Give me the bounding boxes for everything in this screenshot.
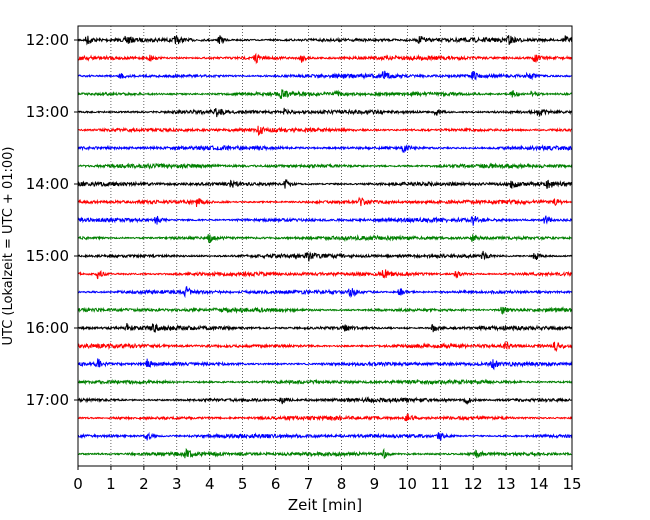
seismogram-trace bbox=[77, 233, 573, 244]
seismogram-trace bbox=[77, 250, 573, 262]
x-tick-label: 13 bbox=[497, 475, 516, 493]
seismogram-trace bbox=[77, 215, 573, 226]
seismogram-trace bbox=[77, 378, 573, 386]
x-tick-label: 3 bbox=[172, 475, 182, 493]
seismogram-trace bbox=[77, 396, 573, 406]
seismogram-trace bbox=[77, 196, 573, 207]
y-tick-label: 12:00 bbox=[26, 31, 69, 49]
seismogram-trace bbox=[77, 447, 573, 459]
x-tick-label: 10 bbox=[398, 475, 417, 493]
y-tick-label: 13:00 bbox=[26, 103, 69, 121]
x-tick-label: 12 bbox=[464, 475, 483, 493]
seismogram-trace bbox=[77, 70, 573, 81]
seismogram-trace bbox=[77, 162, 573, 170]
grid-lines bbox=[110, 26, 540, 466]
x-tick-label: 7 bbox=[304, 475, 314, 493]
x-tick-label: 1 bbox=[106, 475, 116, 493]
y-tick-label: 16:00 bbox=[26, 319, 69, 337]
trace-group bbox=[77, 35, 573, 459]
seismogram-trace bbox=[77, 107, 573, 118]
x-axis-ticks: 0 1 2 3 4 5 6 7 8 9 10 11 12 13 14 15 bbox=[73, 466, 582, 493]
seismogram-trace bbox=[77, 431, 573, 441]
y-axis-ticks: 12:00 13:00 14:00 15:00 16:00 17:00 bbox=[26, 31, 78, 409]
y-tick-label: 17:00 bbox=[26, 391, 69, 409]
seismogram-trace bbox=[77, 413, 573, 422]
seismogram-trace bbox=[77, 340, 573, 353]
x-axis-label: Zeit [min] bbox=[288, 496, 362, 514]
x-tick-label: 15 bbox=[562, 475, 581, 493]
seismogram-trace bbox=[77, 285, 573, 299]
x-tick-label: 4 bbox=[205, 475, 215, 493]
x-tick-label: 6 bbox=[271, 475, 281, 493]
seismogram-trace bbox=[77, 35, 573, 46]
seismogram-trace bbox=[77, 52, 573, 65]
seismogram-trace bbox=[77, 179, 573, 190]
seismogram-trace bbox=[77, 125, 573, 137]
x-tick-label: 5 bbox=[238, 475, 248, 493]
seismogram-trace bbox=[77, 306, 573, 315]
x-tick-label: 14 bbox=[530, 475, 549, 493]
x-tick-label: 0 bbox=[73, 475, 83, 493]
seismogram-trace bbox=[77, 269, 573, 280]
x-tick-label: 9 bbox=[370, 475, 380, 493]
y-tick-label: 14:00 bbox=[26, 175, 69, 193]
x-tick-label: 8 bbox=[337, 475, 347, 493]
seismogram-trace bbox=[77, 358, 573, 371]
seismogram-trace bbox=[77, 323, 573, 333]
x-tick-label: 2 bbox=[139, 475, 149, 493]
seismogram-trace bbox=[77, 89, 573, 99]
plot-frame bbox=[77, 25, 573, 467]
seismogram-trace bbox=[77, 144, 573, 154]
x-tick-label: 11 bbox=[431, 475, 450, 493]
y-tick-label: 15:00 bbox=[26, 247, 69, 265]
y-axis-label: UTC (Lokalzeit = UTC + 01:00) bbox=[1, 147, 16, 346]
